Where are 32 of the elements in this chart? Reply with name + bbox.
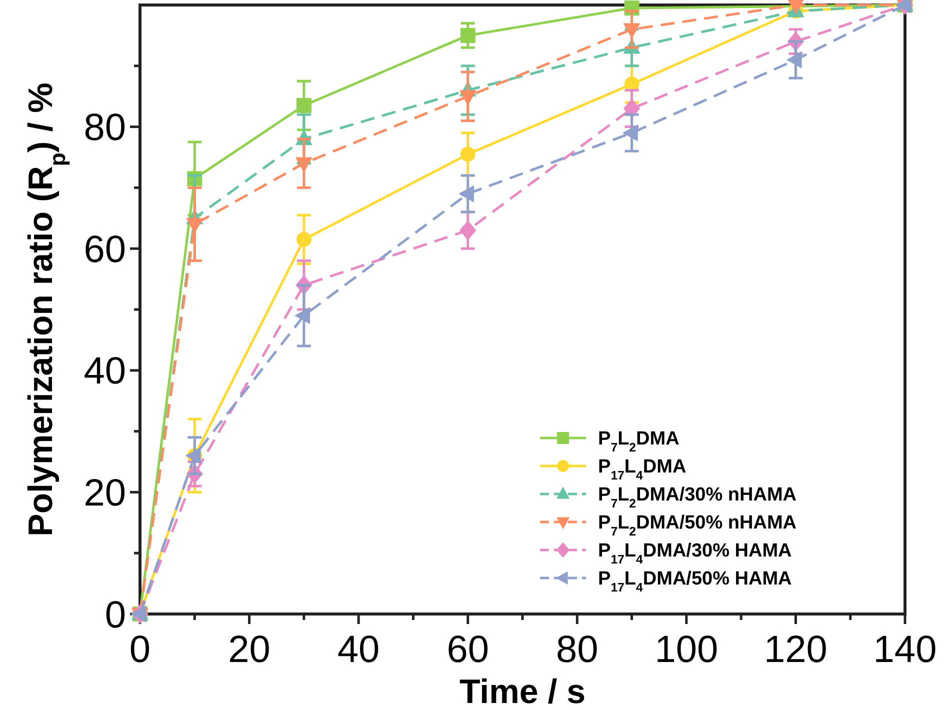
y-tick-label: 20 <box>84 472 126 514</box>
point <box>296 232 312 247</box>
legend-label: P$_{17}$L$_{4}$DMA/50% HAMA <box>598 568 792 595</box>
point <box>295 307 310 324</box>
point <box>622 124 638 142</box>
point <box>460 220 476 240</box>
y-tick-label: 0 <box>104 594 126 636</box>
x-tick-label: 100 <box>654 629 718 671</box>
x-tick-label: 80 <box>556 629 598 671</box>
x-tick-label: 40 <box>337 629 380 671</box>
point <box>460 146 476 162</box>
legend-label: P$_{17}$L$_{4}$DMA/30% HAMA <box>598 540 792 567</box>
point <box>786 52 802 68</box>
legend-label: P$_{17}$L$_{4}$DMA <box>598 456 686 483</box>
point <box>458 186 474 202</box>
point <box>296 157 312 172</box>
legend-label: P$_{7}$L$_{2}$DMA/30% nHAMA <box>598 484 797 511</box>
x-tick-label: 60 <box>446 629 489 671</box>
point <box>460 90 476 106</box>
x-tick-label: 20 <box>228 629 270 671</box>
point <box>460 28 476 43</box>
x-tick-label: 120 <box>764 629 828 671</box>
point <box>296 98 312 113</box>
y-tick-label: 60 <box>84 228 126 271</box>
y-tick-label: 40 <box>84 350 126 393</box>
x-tick-label: 140 <box>873 629 937 671</box>
y-tick-label: 80 <box>84 107 126 150</box>
legend-label: P$_{7}$L$_{2}$DMA <box>598 428 680 455</box>
point <box>624 23 640 38</box>
legend-label: P$_{7}$L$_{2}$DMA/50% nHAMA <box>598 512 797 539</box>
point <box>186 218 203 234</box>
x-axis-title: Time / s <box>460 673 586 710</box>
